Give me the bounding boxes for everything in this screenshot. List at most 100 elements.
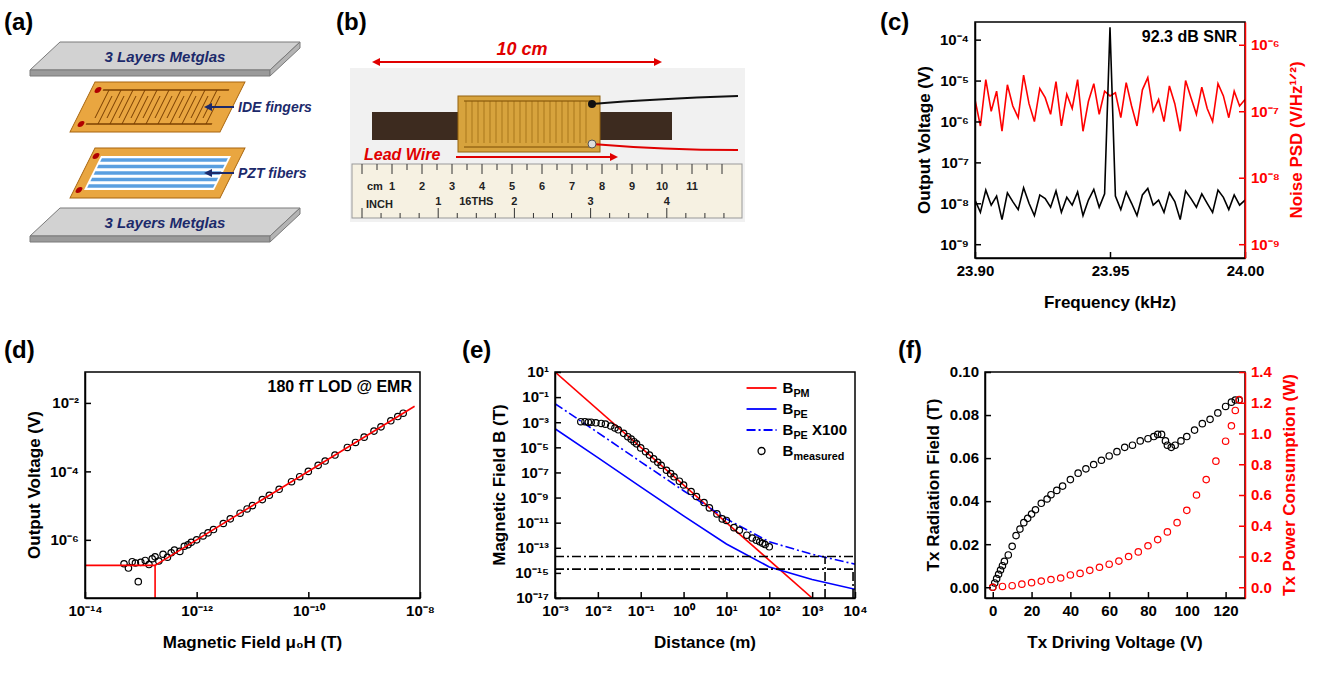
electrode-finger [466,101,467,143]
tick-mark [1031,592,1033,598]
ruler-tick [407,164,408,170]
tick-label: 0.00 [950,579,979,596]
tick-label: 40 [1063,602,1080,619]
arrow-head [204,169,212,177]
ide-finger [167,90,181,118]
tick: 10⁻¹ [522,388,561,405]
plot-frame [555,372,855,598]
series-point [1199,420,1205,426]
tick-mark [975,203,981,205]
series-point [1236,396,1242,402]
wire-label: Lead Wire [364,146,440,163]
tick-mark [85,471,91,473]
series-line [975,75,1245,131]
x-axis-title: Frequency (kHz) [1044,293,1176,312]
tick-mark [1239,177,1245,179]
y-axis-title: Output Voltage (V) [25,411,44,559]
series-point [620,430,626,436]
legend-item: Bmeasured [758,442,844,462]
layer-label: 3 Layers Metglas [105,214,226,231]
ruler-tick [662,164,663,174]
series-point [680,482,686,488]
panel-label: (a) [4,8,33,35]
tick-label: 10¹ [527,363,549,380]
series-point [1135,549,1141,555]
plot-frame [975,22,1245,258]
x-axis-line [86,598,421,600]
tick: 60 [1101,592,1118,619]
tick-label: 1.2 [1251,394,1272,411]
electrode-finger [490,101,491,143]
series-point [1125,553,1131,559]
chart: 23.9023.9524.0010⁻⁹10⁻⁸10⁻⁷10⁻⁶10⁻⁵10⁻⁴F… [915,22,1306,312]
ruler-tick [704,213,705,218]
electrode-finger [568,101,569,143]
wire-arrow [456,156,612,158]
x-axis-title: Distance (m) [654,633,756,652]
tick-label: 10⁻¹⁴ [68,602,102,619]
tick-label: 10⁴ [843,602,867,619]
tick-label: 10⁻⁸ [406,602,435,619]
series-point [1174,519,1180,525]
series-point [723,517,729,523]
tick-mark [1239,402,1245,404]
tick: 1.2 [1239,394,1272,411]
tick-label: 10² [759,602,781,619]
tick-mark [1239,45,1245,47]
ruler-number: 6 [539,180,545,192]
x-axis-title: Magnetic Field μ₀H (T) [163,633,343,652]
electrode-finger [508,101,509,143]
tick: 10⁰ [673,592,696,619]
tick-label: 10⁻⁷ [1251,103,1279,120]
tick-mark [985,544,991,546]
annotation: 92.3 dB SNR [1142,28,1238,45]
ruler-tick [438,208,439,218]
ide-finger [155,90,169,118]
tick-label: 120 [1214,602,1239,619]
tick: 0.0 [1239,579,1272,596]
y-axis: 10⁻¹⁷10⁻¹⁵10⁻¹³10⁻¹¹10⁻⁹10⁻⁷10⁻⁵10⁻³10⁻¹… [515,363,561,606]
ruler-tick [467,164,468,170]
tick-mark [555,397,561,399]
tick: 10⁻⁸ [406,592,435,619]
legend-text-sub: measured [793,450,844,462]
series-point [766,544,772,550]
ruler-tick [647,213,648,218]
tick: 0.8 [1239,456,1272,473]
ruler-tick [647,164,648,170]
tick-mark [555,422,561,424]
electrode-finger [586,101,587,143]
series-point [646,452,652,458]
electrode-finger [550,101,551,143]
tick-mark [1070,592,1072,598]
arrow-head [204,103,212,111]
series-point [719,516,725,522]
ruler [352,164,742,218]
terminal [588,100,596,108]
terminal [74,187,83,193]
tick-label: 10⁻¹ [628,602,655,619]
tick: 120 [1214,592,1239,619]
ruler-number: 4 [664,195,671,207]
ruler-number: 9 [629,180,635,192]
ruler-tick [533,213,534,218]
tick-label: 10⁻¹² [181,602,213,619]
ruler-tick [723,213,724,218]
electrode-finger [514,101,515,143]
series-point [714,511,720,517]
y2-axis-title: Tx Power Consumption (W) [1280,374,1299,596]
lead-wire [592,96,738,104]
metglas-top [30,42,300,70]
tick: 10⁻⁷ [941,154,981,171]
ide-finger [191,90,205,118]
tick: 40 [1063,592,1080,619]
tick-mark [555,497,561,499]
tick: 0.00 [950,579,991,596]
x-axis: 10⁻¹⁴10⁻¹²10⁻¹⁰10⁻⁸ [68,592,434,619]
series-point [142,557,148,563]
legend-text-part: B [783,421,794,438]
tick-mark [598,592,600,598]
tick: 10⁴ [843,592,867,619]
ruler-number: 5 [509,180,515,192]
plot-area [555,372,855,598]
